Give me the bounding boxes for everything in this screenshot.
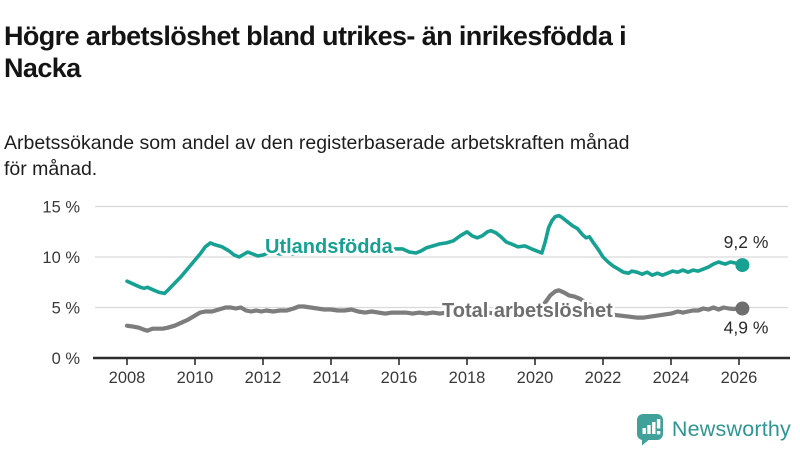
utlandsfodda-line [125,213,745,296]
total-line [124,288,745,333]
x-tick-label: 2020 [517,369,554,387]
total-end-value: 4,9 % [724,318,769,338]
y-axis-label: 15 % [42,199,80,217]
y-axis-label: 5 % [52,300,81,318]
brand-name: Newsworthy [671,416,791,441]
x-tick-label: 2026 [721,369,758,387]
unemployment-line-chart: 0 % 5 % 10 % 15 % 2008 2010 2012 2014 2016 2018 20… [42,199,790,387]
utlandsfodda-end-value: 9,2 % [724,232,769,252]
x-tick-label: 2010 [177,369,214,387]
y-axis-label: 0 % [52,350,81,368]
chart-subtitle: Arbetssökande som andel av den registerb… [4,131,630,181]
bar-chart-speech-bubble-icon [636,413,663,445]
newsworthy-logo[interactable]: Newsworthy [636,412,791,446]
x-tick-label: 2012 [245,369,282,387]
total-end-dot [735,301,750,316]
x-tick-label: 2024 [653,369,690,387]
page-title: Högre arbetslöshet bland utrikes- än inr… [4,21,627,84]
x-tick-label: 2014 [313,369,350,387]
x-tick-label: 2016 [381,369,418,387]
total-series-label: Total arbetslöshet [442,300,613,322]
x-tick-label: 2022 [585,369,622,387]
utlandsfodda-end-dot [735,258,750,273]
y-axis-label: 10 % [42,249,80,267]
x-tick-label: 2018 [449,369,486,387]
utlandsfodda-series-label: Utlandsfödda [265,236,394,258]
x-tick-label: 2008 [109,369,146,387]
